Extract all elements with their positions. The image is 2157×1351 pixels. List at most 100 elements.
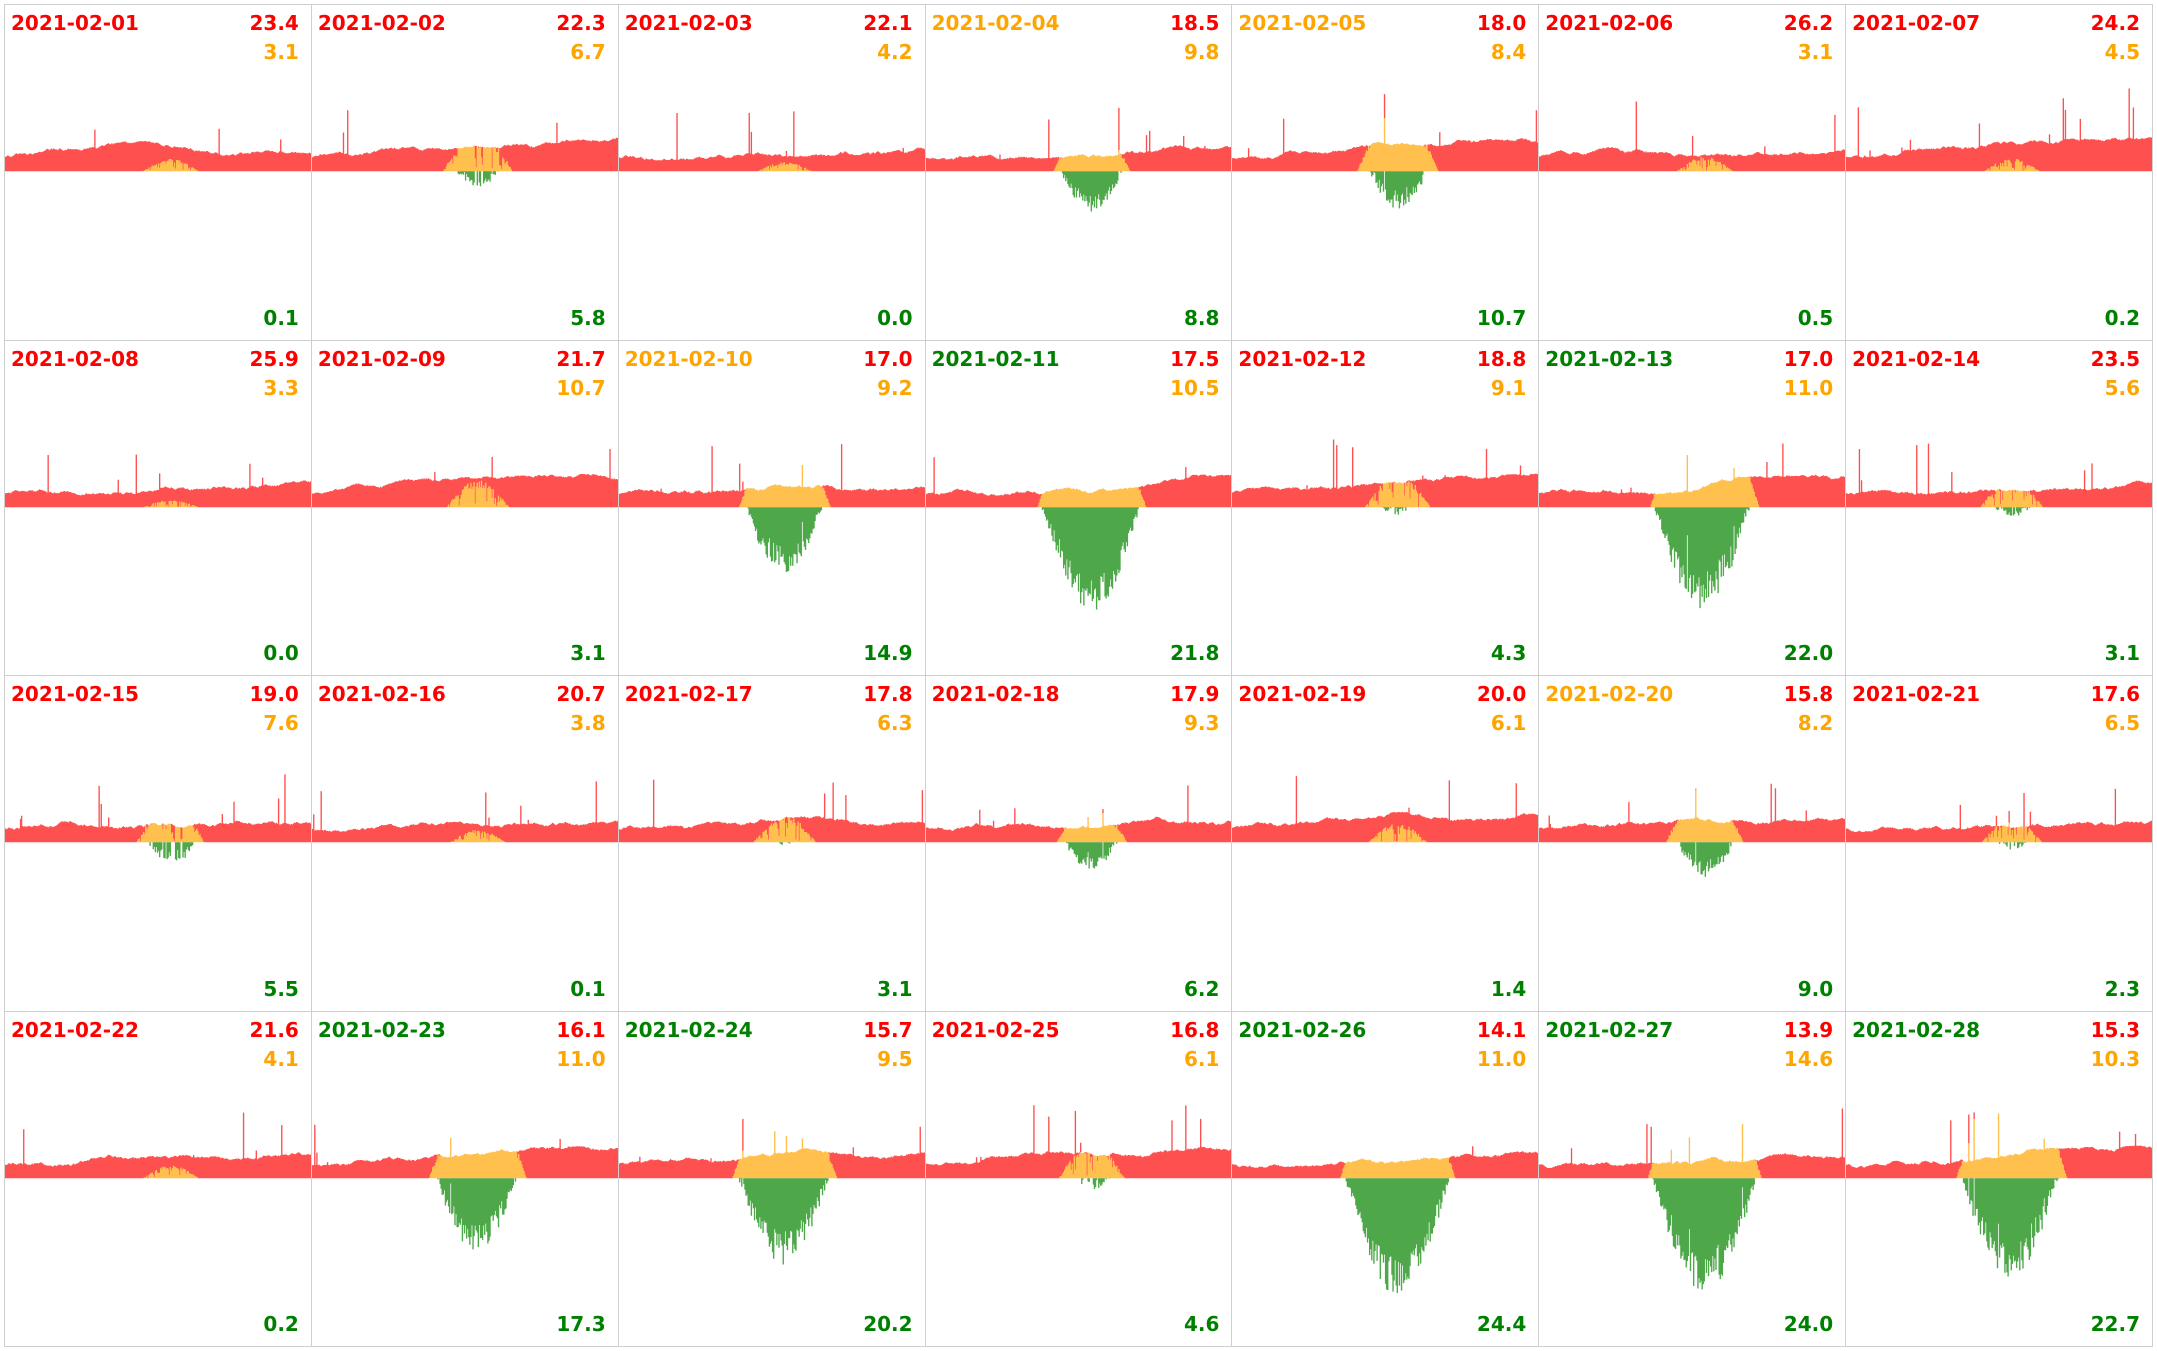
red-value-label: 19.0 [249, 682, 299, 706]
orange-area-bars [1956, 1113, 2068, 1178]
day-date-label: 2021-02-04 [931, 11, 1060, 35]
red-value-label: 17.5 [1170, 346, 1220, 371]
day-date-label: 2021-02-14 [1852, 346, 1981, 371]
green-value-label: 0.5 [1797, 305, 1834, 330]
orange-value-label: 11.0 [1783, 375, 1834, 400]
green-area-bars [1061, 171, 1122, 212]
green-area-bars [779, 842, 790, 845]
orange-value-label: 6.1 [1490, 711, 1527, 735]
red-area-bars [1846, 788, 2152, 843]
red-area-bars [311, 1124, 618, 1178]
day-panel: 2021-02-22 21.6 4.1 0.2 [5, 1011, 312, 1347]
red-area-bars [925, 1104, 1232, 1178]
red-value-label: 13.9 [1783, 1017, 1834, 1042]
red-value-label: 24.2 [2090, 11, 2140, 35]
green-area-bars [457, 171, 500, 187]
day-date-label: 2021-02-10 [624, 346, 753, 371]
day-panel: 2021-02-19 20.0 6.1 1.4 [1232, 676, 1540, 1012]
day-date-label: 2021-02-01 [11, 11, 139, 35]
orange-value-label: 3.1 [1797, 40, 1834, 64]
green-area-bars [437, 1177, 517, 1249]
orange-area-bars [753, 816, 817, 843]
day-panel: 2021-02-07 24.2 4.5 0.2 [1846, 5, 2153, 341]
day-panel: 2021-02-05 18.0 8.4 10.7 [1232, 5, 1540, 341]
green-value-label: 21.8 [1170, 641, 1220, 665]
orange-area-bars [1058, 1151, 1125, 1178]
green-area-bars [1962, 1177, 2059, 1276]
orange-value-label: 7.6 [263, 711, 299, 735]
orange-area-bars [1340, 1157, 1456, 1178]
day-date-label: 2021-02-25 [931, 1017, 1060, 1042]
green-value-label: 0.0 [263, 641, 299, 665]
orange-area-bars [738, 464, 831, 507]
day-date-label: 2021-02-15 [11, 682, 139, 706]
day-date-label: 2021-02-07 [1852, 11, 1981, 35]
day-panel: 2021-02-03 22.1 4.2 0.0 [618, 5, 926, 341]
day-panel: 2021-02-12 18.8 9.1 4.3 [1232, 340, 1540, 676]
day-chart [1846, 88, 2152, 172]
green-area-bars [1041, 506, 1139, 610]
red-area-bars [1232, 776, 1539, 843]
red-area-bars [311, 110, 618, 172]
day-panel: 2021-02-11 17.5 10.5 21.8 [925, 340, 1233, 676]
day-chart [925, 785, 1232, 869]
day-chart [1232, 438, 1539, 515]
red-area-bars [311, 448, 618, 507]
orange-value-label: 6.7 [570, 40, 606, 64]
green-value-label: 24.4 [1476, 1312, 1527, 1336]
red-value-label: 23.4 [249, 11, 299, 35]
orange-area-bars [143, 500, 199, 507]
red-area-bars [1232, 438, 1539, 507]
orange-area-bars [449, 830, 506, 843]
red-area-bars [311, 781, 618, 843]
green-value-label: 24.0 [1783, 1312, 1834, 1336]
orange-area-bars [1981, 822, 2043, 843]
orange-area-bars [1053, 150, 1130, 172]
day-chart [311, 781, 618, 843]
red-area-bars [5, 1112, 311, 1178]
orange-area-bars [756, 162, 813, 172]
green-value-label: 2.3 [2104, 976, 2140, 1001]
day-date-label: 2021-02-23 [317, 1017, 446, 1042]
green-value-label: 0.0 [877, 305, 913, 330]
red-value-label: 20.0 [1476, 682, 1527, 706]
day-panel: 2021-02-09 21.7 10.7 3.1 [311, 340, 619, 676]
orange-value-label: 10.5 [1170, 375, 1220, 400]
red-area-bars [5, 774, 311, 843]
day-panel: 2021-02-21 17.6 6.5 2.3 [1846, 676, 2153, 1012]
day-date-label: 2021-02-06 [1545, 11, 1674, 35]
red-area-bars [1539, 783, 1846, 843]
day-panel: 2021-02-20 15.8 8.2 9.0 [1539, 676, 1847, 1012]
green-value-label: 3.1 [877, 976, 913, 1001]
day-panel: 2021-02-10 17.0 9.2 14.9 [618, 340, 926, 676]
red-value-label: 20.7 [556, 682, 606, 706]
green-area-bars [1065, 842, 1118, 869]
green-area-bars [1346, 1177, 1450, 1293]
day-chart [618, 111, 925, 172]
day-chart [1232, 776, 1539, 843]
green-area-bars [1655, 506, 1750, 608]
orange-value-label: 9.8 [1183, 40, 1220, 64]
green-value-label: 14.9 [863, 641, 913, 665]
red-value-label: 18.0 [1476, 11, 1527, 35]
day-chart [5, 774, 311, 861]
orange-area-bars [1981, 488, 2044, 507]
day-date-label: 2021-02-19 [1238, 682, 1367, 706]
day-chart [925, 1104, 1232, 1189]
red-value-label: 21.6 [249, 1017, 299, 1042]
red-area-bars [1846, 88, 2152, 172]
green-area-bars [149, 842, 194, 861]
green-value-label: 0.2 [263, 1312, 299, 1336]
day-chart [618, 779, 925, 845]
day-panel: 2021-02-24 15.7 9.5 20.2 [618, 1011, 926, 1347]
red-value-label: 15.3 [2090, 1017, 2140, 1042]
orange-value-label: 9.5 [877, 1046, 913, 1071]
green-value-label: 8.8 [1183, 305, 1220, 330]
day-date-label: 2021-02-20 [1545, 682, 1674, 706]
day-date-label: 2021-02-27 [1545, 1017, 1674, 1042]
day-date-label: 2021-02-03 [624, 11, 753, 35]
day-date-label: 2021-02-13 [1545, 346, 1674, 371]
day-chart [5, 128, 311, 172]
red-area-bars [1539, 101, 1846, 172]
red-area-bars [1539, 1108, 1846, 1178]
